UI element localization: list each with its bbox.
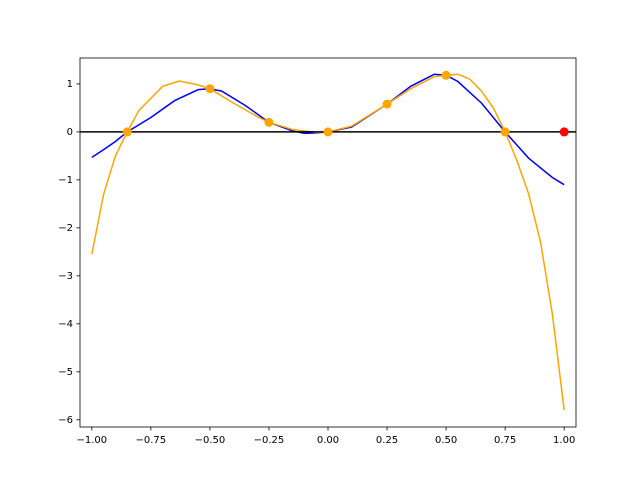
x-tick-label: −0.50 xyxy=(195,435,226,446)
data-point xyxy=(205,84,215,94)
x-tick-label: −0.75 xyxy=(136,435,167,446)
data-point xyxy=(122,127,132,137)
x-tick-label: −1.00 xyxy=(76,435,107,446)
x-tick-label: −0.25 xyxy=(254,435,285,446)
data-point xyxy=(500,127,510,137)
data-point xyxy=(382,99,392,109)
series-line xyxy=(91,73,565,411)
y-tick-label: −6 xyxy=(58,415,73,426)
y-tick-label: −2 xyxy=(58,223,73,234)
x-tick-label: 1.00 xyxy=(553,435,575,446)
y-tick-label: −5 xyxy=(58,367,73,378)
y-tick-label: −1 xyxy=(58,175,73,186)
series-line xyxy=(91,73,565,186)
x-tick-label: 0.25 xyxy=(376,435,398,446)
x-tick-label: 0.00 xyxy=(317,435,339,446)
y-tick-label: −4 xyxy=(58,319,73,330)
y-tick-label: 1 xyxy=(67,79,73,90)
data-point xyxy=(441,70,451,80)
y-tick-label: 0 xyxy=(67,127,73,138)
data-point xyxy=(323,127,333,137)
y-tick-label: −3 xyxy=(58,271,73,282)
x-tick-label: 0.75 xyxy=(494,435,516,446)
data-point xyxy=(559,127,569,137)
data-point xyxy=(264,117,274,127)
x-tick-label: 0.50 xyxy=(435,435,457,446)
